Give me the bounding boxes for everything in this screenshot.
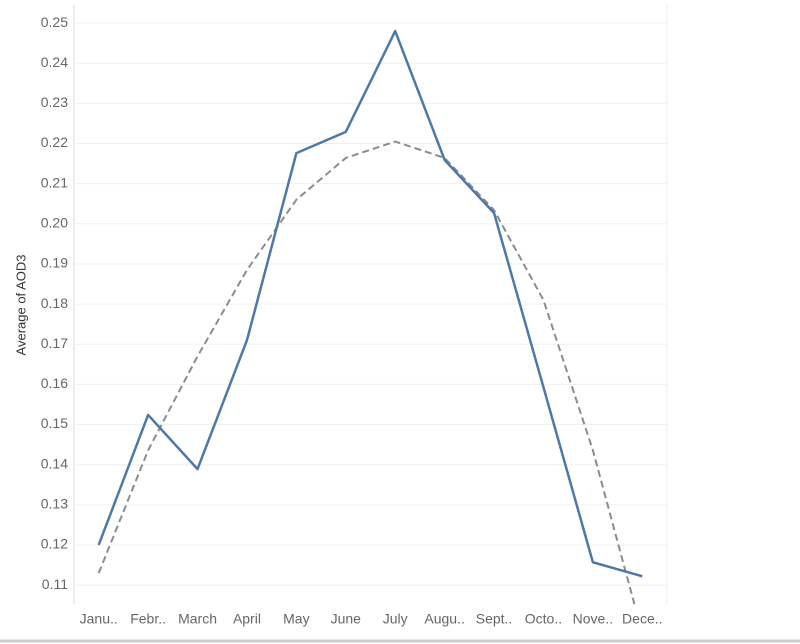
y-tick-label: 0.25 xyxy=(41,14,68,30)
x-tick-label: June xyxy=(331,611,362,627)
trend-line xyxy=(97,140,636,604)
x-tick-label: Octo.. xyxy=(525,611,562,627)
y-tick-label: 0.22 xyxy=(41,134,68,150)
x-tick-label: March xyxy=(178,611,217,627)
y-tick-label: 0.15 xyxy=(41,415,68,431)
y-tick-label: 0.12 xyxy=(41,536,68,552)
x-tick-label: Nove.. xyxy=(573,611,613,627)
y-axis-title: Average of AOD3 xyxy=(13,255,28,356)
x-tick-label: Augu.. xyxy=(424,611,464,627)
x-tick-label: Janu.. xyxy=(80,611,118,627)
y-tick-label: 0.11 xyxy=(42,576,68,592)
y-tick-label: 0.14 xyxy=(41,455,68,471)
data-line xyxy=(97,29,643,578)
y-tick-label: 0.24 xyxy=(41,54,68,70)
x-tick-label: May xyxy=(283,611,309,627)
x-tick-label: Dece.. xyxy=(622,611,662,627)
y-tick-label: 0.21 xyxy=(41,174,68,190)
y-tick-label: 0.20 xyxy=(41,215,68,231)
x-tick-label: July xyxy=(383,611,408,627)
y-tick-label: 0.13 xyxy=(41,496,68,512)
y-tick-label: 0.23 xyxy=(41,94,68,110)
y-tick-label: 0.16 xyxy=(41,375,68,391)
y-tick-label: 0.17 xyxy=(41,335,68,351)
x-tick-label: Febr.. xyxy=(130,611,166,627)
y-tick-label: 0.19 xyxy=(41,255,68,271)
x-tick-label: Sept.. xyxy=(476,611,513,627)
y-tick-label: 0.18 xyxy=(41,295,68,311)
x-tick-label: April xyxy=(233,611,261,627)
